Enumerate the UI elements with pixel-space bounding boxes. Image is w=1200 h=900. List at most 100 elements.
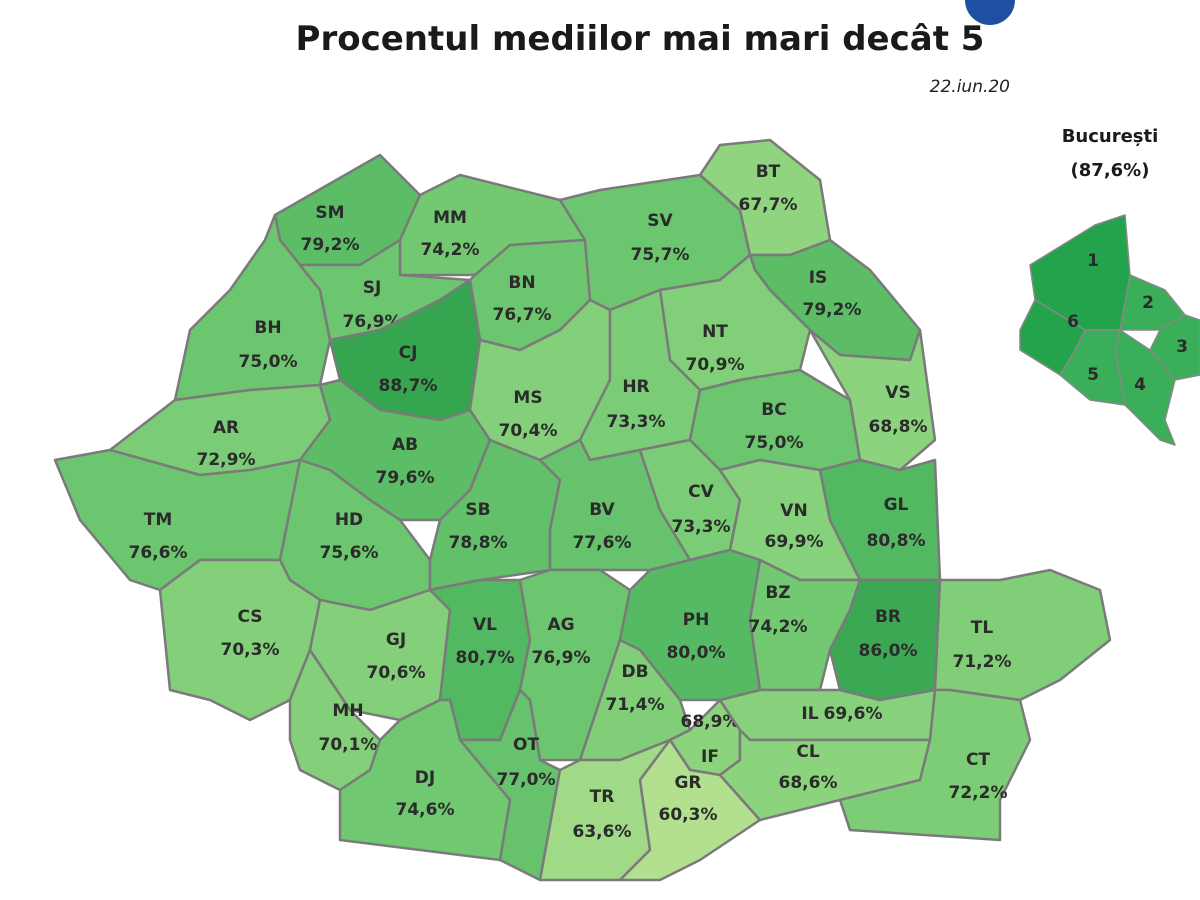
- sector-label: 5: [1087, 365, 1099, 385]
- county-value: 63,6%: [573, 822, 632, 842]
- county-code: SB: [465, 500, 490, 520]
- county-code: AR: [213, 418, 239, 438]
- county-value: 75,6%: [320, 543, 379, 563]
- county-value: 70,6%: [367, 663, 426, 683]
- logo: [965, 0, 1015, 25]
- county-code: DB: [621, 662, 648, 682]
- county-code: AB: [392, 435, 418, 455]
- county-value: 76,9%: [532, 648, 591, 668]
- county-value: 79,6%: [376, 468, 435, 488]
- county-value: 75,0%: [239, 352, 298, 372]
- county-code: BC: [761, 400, 786, 420]
- county-code: HD: [335, 510, 363, 530]
- county-value: 80,0%: [667, 643, 726, 663]
- county-code: MM: [433, 208, 467, 228]
- sector-label: 4: [1134, 375, 1146, 395]
- bucharest-value: (87,6%): [1071, 160, 1150, 181]
- county-value: 69,9%: [765, 532, 824, 552]
- county-code: VS: [885, 383, 910, 403]
- county-value: 72,2%: [949, 783, 1008, 803]
- county-value: 86,0%: [859, 641, 918, 661]
- county: [933, 568, 1112, 702]
- county-value: 79,2%: [301, 235, 360, 255]
- county-code: IS: [809, 268, 828, 288]
- county-code: HR: [622, 377, 649, 397]
- county-code: BR: [875, 607, 901, 627]
- title: Procentul mediilor mai mari decât 5: [296, 19, 985, 59]
- county-code: BH: [254, 318, 281, 338]
- county-code: IL: [801, 704, 818, 724]
- county-value: 75,7%: [631, 245, 690, 265]
- county-code: AG: [547, 615, 574, 635]
- county-value: 74,2%: [749, 617, 808, 637]
- sector-label: 1: [1087, 251, 1099, 271]
- county-value: 70,9%: [686, 355, 745, 375]
- counties: SM 79,2% MM 74,2% BH 75,0% SJ 76,9% CJ 88,7% BN 76,…: [53, 138, 1112, 882]
- sector-label: 3: [1176, 337, 1188, 357]
- county-code: CV: [688, 482, 714, 502]
- county-value: 76,7%: [493, 305, 552, 325]
- county: [838, 688, 1032, 842]
- county: [618, 738, 762, 882]
- county-value: 70,1%: [319, 735, 378, 755]
- county-value: 68,8%: [869, 417, 928, 437]
- bucharest-title: București: [1062, 126, 1159, 147]
- county-code: GJ: [386, 630, 406, 650]
- county-value: 73,3%: [672, 517, 731, 537]
- county-value: 70,4%: [499, 421, 558, 441]
- county-code: CS: [237, 607, 262, 627]
- sector-label: 6: [1067, 312, 1079, 332]
- county-code: TR: [590, 787, 615, 807]
- county-value: 88,7%: [379, 376, 438, 396]
- county-value: 77,6%: [573, 533, 632, 553]
- county-value: 71,4%: [606, 695, 665, 715]
- county-code: SM: [315, 203, 344, 223]
- county-code: GR: [674, 773, 701, 793]
- county-code: MS: [513, 388, 542, 408]
- county-value: 79,2%: [803, 300, 862, 320]
- county-value: 72,9%: [197, 450, 256, 470]
- county-code: PH: [683, 610, 710, 630]
- sector-label: 2: [1142, 293, 1154, 313]
- county-code: VN: [780, 501, 807, 521]
- county-code: IF: [701, 747, 719, 767]
- county-code: OT: [513, 735, 539, 755]
- county-value: 74,2%: [421, 240, 480, 260]
- county-code: SV: [647, 211, 673, 231]
- county-value: 69,6%: [824, 704, 883, 724]
- county-value: 78,8%: [449, 533, 508, 553]
- county-code: TM: [144, 510, 173, 530]
- county-code: SJ: [363, 278, 382, 298]
- county-value: 60,3%: [659, 805, 718, 825]
- county-value: 77,0%: [497, 770, 556, 790]
- bucharest-inset: București (87,6%) 1 2 3 4 5 6: [1019, 126, 1200, 446]
- county-code: BZ: [765, 583, 790, 603]
- county-value: 74,6%: [396, 800, 455, 820]
- county-code: BV: [589, 500, 615, 520]
- county-value: 68,9%: [681, 712, 740, 732]
- county: [688, 368, 862, 472]
- county: [458, 688, 562, 882]
- county-value: 71,2%: [953, 652, 1012, 672]
- county-value: 67,7%: [739, 195, 798, 215]
- county-code: DJ: [415, 768, 435, 788]
- county-code: CJ: [399, 343, 418, 363]
- county-value: 70,3%: [221, 640, 280, 660]
- county-code: BT: [756, 162, 781, 182]
- sector: [1019, 299, 1086, 376]
- county-code: CT: [966, 750, 990, 770]
- date: 22.iun.20: [930, 77, 1010, 97]
- county-value: 80,8%: [867, 531, 926, 551]
- county-value: 73,3%: [607, 412, 666, 432]
- county-code: MH: [332, 701, 363, 721]
- county-code: NT: [702, 322, 728, 342]
- county-code: CL: [796, 742, 819, 762]
- county-value: 75,0%: [745, 433, 804, 453]
- county-code: VL: [473, 615, 497, 635]
- county-code: BN: [508, 273, 535, 293]
- county-code: TL: [971, 618, 994, 638]
- county-value: 80,7%: [456, 648, 515, 668]
- county-value: 68,6%: [779, 773, 838, 793]
- county-value: 76,6%: [129, 543, 188, 563]
